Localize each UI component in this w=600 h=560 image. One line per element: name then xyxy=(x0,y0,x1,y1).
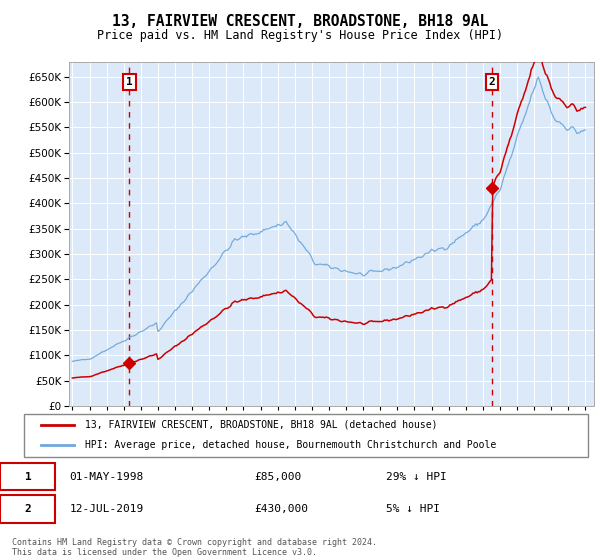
Text: 2: 2 xyxy=(25,504,32,514)
Text: 01-MAY-1998: 01-MAY-1998 xyxy=(70,472,144,482)
Text: 1: 1 xyxy=(25,472,32,482)
Text: HPI: Average price, detached house, Bournemouth Christchurch and Poole: HPI: Average price, detached house, Bour… xyxy=(85,440,496,450)
Text: Contains HM Land Registry data © Crown copyright and database right 2024.
This d: Contains HM Land Registry data © Crown c… xyxy=(12,538,377,557)
Text: 1: 1 xyxy=(126,77,133,87)
Text: 2: 2 xyxy=(489,77,496,87)
Text: 29% ↓ HPI: 29% ↓ HPI xyxy=(386,472,447,482)
FancyBboxPatch shape xyxy=(25,414,587,457)
FancyBboxPatch shape xyxy=(1,463,55,491)
Text: 5% ↓ HPI: 5% ↓ HPI xyxy=(386,504,440,514)
Text: £430,000: £430,000 xyxy=(254,504,308,514)
Text: 13, FAIRVIEW CRESCENT, BROADSTONE, BH18 9AL: 13, FAIRVIEW CRESCENT, BROADSTONE, BH18 … xyxy=(112,14,488,29)
Text: £85,000: £85,000 xyxy=(254,472,301,482)
Text: 13, FAIRVIEW CRESCENT, BROADSTONE, BH18 9AL (detached house): 13, FAIRVIEW CRESCENT, BROADSTONE, BH18 … xyxy=(85,420,438,430)
FancyBboxPatch shape xyxy=(1,496,55,522)
Text: 12-JUL-2019: 12-JUL-2019 xyxy=(70,504,144,514)
Text: Price paid vs. HM Land Registry's House Price Index (HPI): Price paid vs. HM Land Registry's House … xyxy=(97,29,503,42)
